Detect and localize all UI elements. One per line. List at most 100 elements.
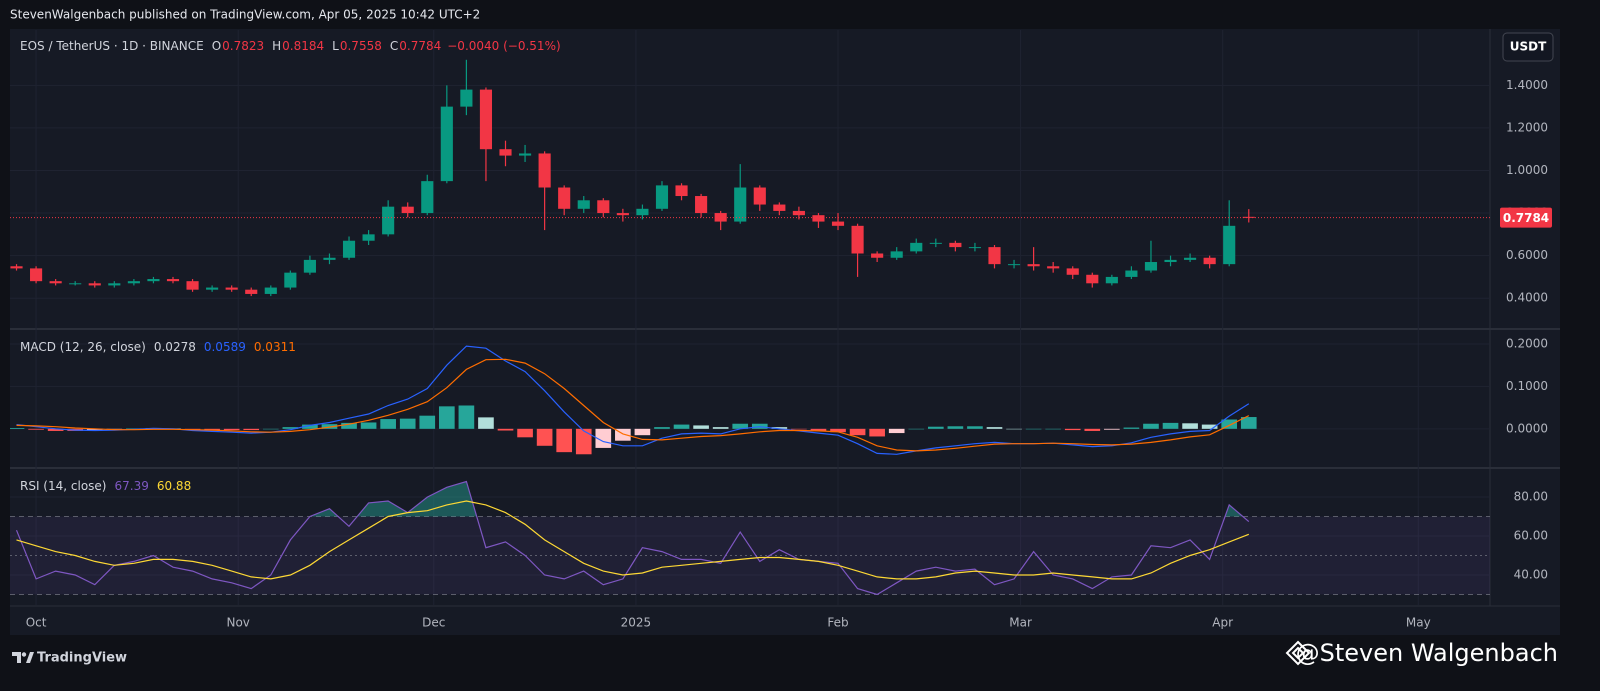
candle-body <box>362 234 375 241</box>
candle-body <box>323 257 336 260</box>
histogram-bar <box>1123 427 1140 429</box>
x-tick-label: May <box>1406 616 1431 630</box>
candle-body <box>108 283 121 286</box>
candle-body <box>342 240 356 258</box>
legend: RSI (14, close) 67.39 60.88 <box>20 479 191 493</box>
histogram-bar <box>204 428 220 431</box>
histogram-bar <box>830 428 846 433</box>
histogram-bar <box>497 428 514 431</box>
histogram-bar <box>927 426 944 429</box>
currency-button-frame[interactable] <box>1502 32 1554 62</box>
candle-body <box>440 106 453 182</box>
y-tick-label: 0.0000 <box>1506 421 1548 435</box>
candle-body <box>186 281 199 290</box>
legend-title: EOS / TetherUS · 1D · BINANCE <box>20 39 204 53</box>
histogram-bar <box>615 428 631 441</box>
histogram-bar <box>849 428 866 436</box>
candle-body <box>1164 259 1177 263</box>
candle-body <box>910 242 923 252</box>
last-price-box <box>1500 207 1552 228</box>
candle-body <box>30 268 43 282</box>
x-tick-label: Dec <box>422 616 445 630</box>
rsi-line <box>15 480 1250 596</box>
candle-body <box>890 251 903 258</box>
candle-body <box>714 213 727 222</box>
candle-body <box>1066 268 1079 275</box>
candle-body <box>968 247 981 249</box>
candle-body <box>929 242 942 244</box>
candle-body <box>577 200 590 209</box>
histogram-bar <box>341 422 357 429</box>
histogram-bar <box>302 424 318 429</box>
histogram-bar <box>399 418 416 429</box>
histogram-bar <box>1201 424 1218 429</box>
publish-info: StevenWalgenbach published on TradingVie… <box>10 8 480 22</box>
histogram-bar <box>654 427 670 429</box>
candle-body <box>284 272 297 288</box>
y-tick-label: 0.1000 <box>1506 379 1548 393</box>
histogram-bar <box>458 405 475 429</box>
y-tick-label: 1.4000 <box>1506 78 1548 92</box>
candle-body <box>695 196 708 214</box>
legend-title: RSI (14, close) <box>20 479 106 493</box>
histogram-bar <box>693 425 709 429</box>
pane <box>10 59 1255 297</box>
candle-body <box>1144 262 1158 271</box>
legend: EOS / TetherUS · 1D · BINANCE O0.7823 H0.8… <box>20 39 561 53</box>
candle-body <box>147 279 160 282</box>
histogram-bar <box>1162 422 1179 429</box>
candle-body <box>988 247 1001 265</box>
candle-body <box>460 89 473 107</box>
histogram-bar <box>1221 419 1238 429</box>
currency-label[interactable]: USDT <box>1510 40 1547 54</box>
histogram-bar <box>360 422 377 429</box>
rsi-line <box>16 500 1250 580</box>
histogram-bar <box>106 428 123 430</box>
candle-body <box>166 279 180 282</box>
legend-ohlc-label: O <box>212 39 221 53</box>
legend-value: 60.88 <box>157 479 191 493</box>
y-tick-label: 80.00 <box>1514 490 1548 504</box>
histogram-bar <box>888 428 905 434</box>
brand: TradingView <box>37 651 127 666</box>
legend-ohlc-value: 0.7823 <box>222 39 264 53</box>
histogram-bar <box>908 428 925 430</box>
candle-body <box>831 221 845 226</box>
candle-body <box>1203 257 1216 265</box>
candle-body <box>1125 270 1138 277</box>
x-tick-label: Apr <box>1212 616 1233 630</box>
histogram-bar <box>575 428 592 455</box>
legend-change: −0.0040 (−0.51%) <box>447 39 560 53</box>
histogram-bar <box>536 428 553 446</box>
histogram-bar <box>967 426 983 429</box>
histogram-bar <box>1064 428 1081 431</box>
currency-button[interactable]: USDT <box>1502 32 1554 62</box>
x-tick-label: Nov <box>226 616 249 630</box>
x-tick-label: Feb <box>827 616 848 630</box>
candle-body <box>616 213 629 216</box>
candle-body <box>558 187 571 209</box>
legend-ohlc-label: L <box>332 39 339 53</box>
candle-body <box>88 283 101 286</box>
candle-body <box>1184 257 1197 260</box>
histogram-bar <box>1045 428 1061 430</box>
legend-value: 0.0589 <box>204 340 246 354</box>
x-tick-label: Mar <box>1009 616 1032 630</box>
histogram-bar <box>732 423 749 429</box>
candle-body <box>421 181 434 214</box>
candle-body <box>812 215 825 222</box>
candle-body <box>871 253 884 258</box>
histogram-bar <box>1006 428 1022 430</box>
candle-body <box>851 225 864 254</box>
histogram-bar <box>517 428 533 438</box>
y-tick-label: 60.00 <box>1514 529 1548 543</box>
pane <box>10 345 1257 455</box>
pane <box>10 480 1490 596</box>
candle-body <box>538 153 551 188</box>
histogram-bar <box>556 428 573 453</box>
candle-body <box>1223 225 1236 265</box>
candle-body <box>127 281 140 284</box>
candle-body <box>382 206 395 235</box>
histogram-bar <box>321 424 338 429</box>
